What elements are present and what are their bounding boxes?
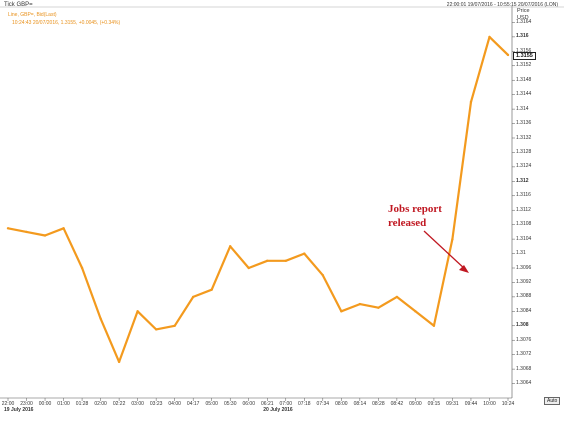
y-tick-label: 1.3076 [516, 336, 532, 343]
x-tick-label: 02:00 [94, 401, 107, 407]
x-tick-label: 08:28 [372, 401, 385, 407]
y-tick-label: 1.3164 [516, 18, 532, 25]
x-tick-label: 01:00 [57, 401, 70, 407]
y-tick-label: 1.3064 [516, 380, 532, 387]
auto-scale-button[interactable]: Auto [544, 397, 561, 405]
price-data-point [469, 100, 473, 104]
annotation-label: Jobs report released [388, 203, 442, 229]
price-data-point [80, 266, 84, 270]
y-tick-label: 1.3136 [516, 120, 532, 127]
annotation-arrow [423, 230, 467, 271]
x-tick-label: 02:22 [112, 401, 126, 407]
price-data-point [340, 310, 343, 313]
x-tick-label: 10:00 [483, 401, 496, 407]
y-tick-label: 1.3116 [516, 192, 531, 199]
x-tick-label: 04:17 [186, 401, 200, 407]
price-data-point [303, 252, 306, 255]
y-tick-label: 1.3144 [516, 91, 532, 98]
x-tick-label: 05:00 [205, 401, 218, 407]
price-data-point [432, 324, 436, 327]
chart-title: Tick GBP= [4, 2, 33, 8]
x-tick-label: 03:23 [149, 401, 163, 407]
price-data-point [6, 227, 10, 230]
y-tick-label: 1.31 [516, 250, 526, 257]
price-data-point [173, 324, 176, 327]
y-tick-label: 1.3112 [516, 206, 531, 213]
x-tick-label: 06:21 [260, 401, 274, 407]
price-data-point [154, 328, 158, 331]
price-data-point [25, 230, 28, 234]
y-axis-header: Price USD [517, 8, 530, 22]
x-tick-label: 00:00 [38, 401, 52, 407]
y-tick-label: 1.3096 [516, 264, 532, 271]
price-data-point [99, 317, 102, 320]
y-tick-label: 1.3104 [516, 235, 532, 242]
x-tick-label: 10:24 [501, 401, 515, 407]
x-tick-label: 08:14 [353, 401, 367, 407]
price-data-point [117, 360, 121, 364]
price-data-point [136, 310, 139, 313]
x-tick-label: 23:00 [20, 401, 33, 407]
y-tick-label: 1.3084 [516, 307, 532, 314]
x-tick-label: 07:34 [316, 401, 330, 407]
y-tick-label: 1.3108 [516, 221, 532, 228]
price-data-point [62, 227, 65, 230]
price-data-point [358, 302, 362, 306]
y-tick-label: 1.3156 [516, 47, 532, 54]
price-data-point [377, 306, 380, 309]
price-data-point [229, 245, 232, 248]
price-data-point [395, 295, 399, 299]
price-data-point [284, 259, 287, 262]
y-tick-label: 1.3152 [516, 62, 532, 69]
y-tick-label: 1.3128 [516, 148, 532, 155]
x-tick-label: 05:30 [223, 401, 237, 407]
price-data-point [247, 266, 250, 270]
x-tick-label: 03:00 [131, 401, 144, 407]
x-tick-label: 22:00 [1, 401, 15, 407]
x-tick-label: 08:00 [335, 401, 348, 407]
y-tick-label: 1.3132 [516, 134, 532, 141]
annotation-arrowhead [459, 265, 469, 273]
price-series-line [7, 35, 509, 363]
y-axis-label-price: Price [517, 8, 530, 14]
last-quote: 10:24:43 20/07/2016, 1.3155, +0.0045, (+… [12, 20, 121, 26]
x-tick-label: 09:44 [464, 401, 478, 407]
x-tick-label: 07:00 [279, 401, 293, 407]
date-range: 22:00:01 19/07/2016 - 10:55:15 20/07/201… [446, 2, 558, 8]
y-tick-label: 1.308 [516, 322, 529, 329]
y-tick-label: 1.3124 [516, 163, 532, 170]
price-data-point [451, 237, 454, 241]
x-date-label: 19 July 2016 [4, 407, 34, 413]
x-tick-label: 09:00 [409, 401, 422, 407]
x-tick-label: 07:18 [298, 401, 311, 407]
x-tick-label: 06:00 [242, 401, 255, 407]
price-data-point [210, 288, 213, 291]
current-price-badge: 1.3155 [513, 52, 536, 60]
price-data-point [488, 35, 491, 39]
y-tick-label: 1.316 [516, 33, 529, 40]
y-tick-label: 1.312 [516, 177, 529, 184]
price-data-point [321, 274, 325, 277]
price-data-point [191, 295, 195, 299]
x-tick-label: 09:31 [446, 401, 459, 407]
y-tick-label: 1.3072 [516, 351, 532, 358]
x-tick-label: 09:15 [427, 401, 441, 407]
y-axis-label-currency: USD [517, 15, 529, 21]
y-tick-label: 1.3092 [516, 278, 532, 285]
price-data-point [266, 259, 269, 262]
y-tick-label: 1.3148 [516, 76, 532, 83]
price-data-point [43, 234, 47, 237]
price-data-point [506, 53, 510, 57]
price-data-point [414, 310, 417, 313]
x-tick-label: 04:00 [168, 401, 181, 407]
y-tick-label: 1.3088 [516, 293, 532, 300]
y-tick-label: 1.3068 [516, 365, 532, 372]
y-tick-label: 1.314 [516, 105, 529, 112]
x-tick-label: 08:42 [390, 401, 404, 407]
x-tick-label: 01:28 [75, 401, 89, 407]
series-descriptor: Line, GBP=, Bid(Last) [8, 12, 57, 18]
x-date-label: 20 July 2016 [263, 407, 293, 413]
